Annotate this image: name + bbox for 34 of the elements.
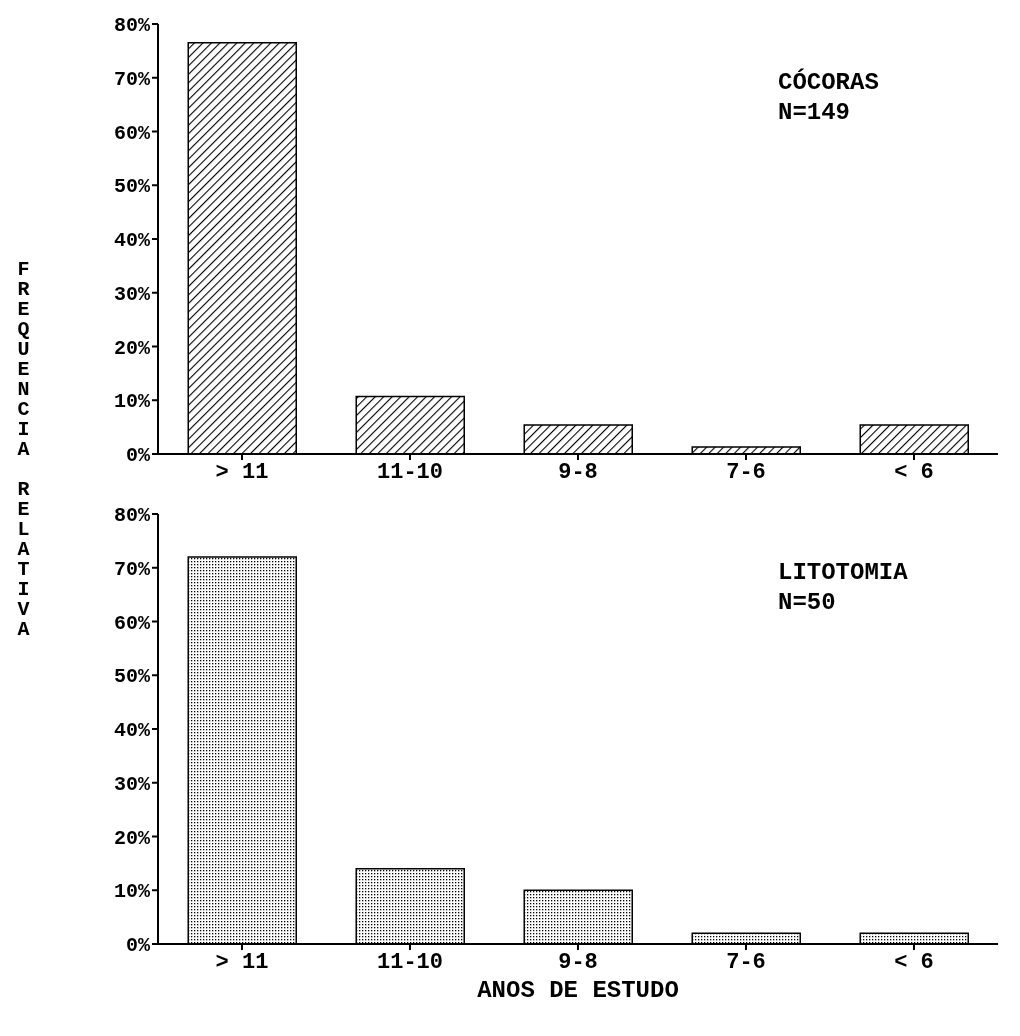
y-tick-label: 0% bbox=[125, 444, 151, 468]
x-tick-label: < 6 bbox=[894, 949, 934, 975]
y-tick-label: 60% bbox=[113, 121, 151, 145]
y-tick-label: 50% bbox=[113, 665, 151, 689]
y-tick-label: 70% bbox=[113, 67, 151, 91]
annotation: N=50 bbox=[778, 588, 837, 618]
y-tick-label: 50% bbox=[113, 175, 151, 199]
y-tick-label: 10% bbox=[113, 390, 151, 414]
y-tick-label: 30% bbox=[113, 772, 151, 796]
x-tick-label: 9-8 bbox=[558, 949, 598, 975]
y-tick-label: 80% bbox=[113, 504, 151, 528]
y-tick-label: 20% bbox=[113, 826, 151, 850]
x-tick-label: 11-10 bbox=[376, 459, 444, 485]
y-tick-label: 80% bbox=[113, 14, 151, 38]
x-tick-label: > 11 bbox=[215, 949, 269, 975]
y-tick-label: 70% bbox=[113, 557, 151, 581]
annotation: CÓCORAS bbox=[778, 68, 879, 98]
y-tick-label: 20% bbox=[113, 336, 151, 360]
y-tick-label: 0% bbox=[125, 934, 151, 958]
y-axis-title: FREQUENCIA RELATIVA bbox=[12, 258, 35, 640]
y-tick-label: 40% bbox=[113, 229, 151, 253]
x-tick-label: 7-6 bbox=[726, 949, 766, 975]
x-tick-label: 9-8 bbox=[558, 459, 598, 485]
y-tick-label: 30% bbox=[113, 282, 151, 306]
x-tick-label: 7-6 bbox=[726, 459, 766, 485]
y-tick-label: 40% bbox=[113, 719, 151, 743]
annotation: LITOTOMIA bbox=[778, 558, 908, 588]
x-tick-label: 11-10 bbox=[376, 949, 444, 975]
y-tick-label: 10% bbox=[113, 880, 151, 904]
y-tick-label: 60% bbox=[113, 611, 151, 635]
x-tick-label: < 6 bbox=[894, 459, 934, 485]
x-axis-title: ANOS DE ESTUDO bbox=[477, 977, 679, 1005]
x-tick-label: > 11 bbox=[215, 459, 269, 485]
annotation: N=149 bbox=[778, 98, 851, 128]
